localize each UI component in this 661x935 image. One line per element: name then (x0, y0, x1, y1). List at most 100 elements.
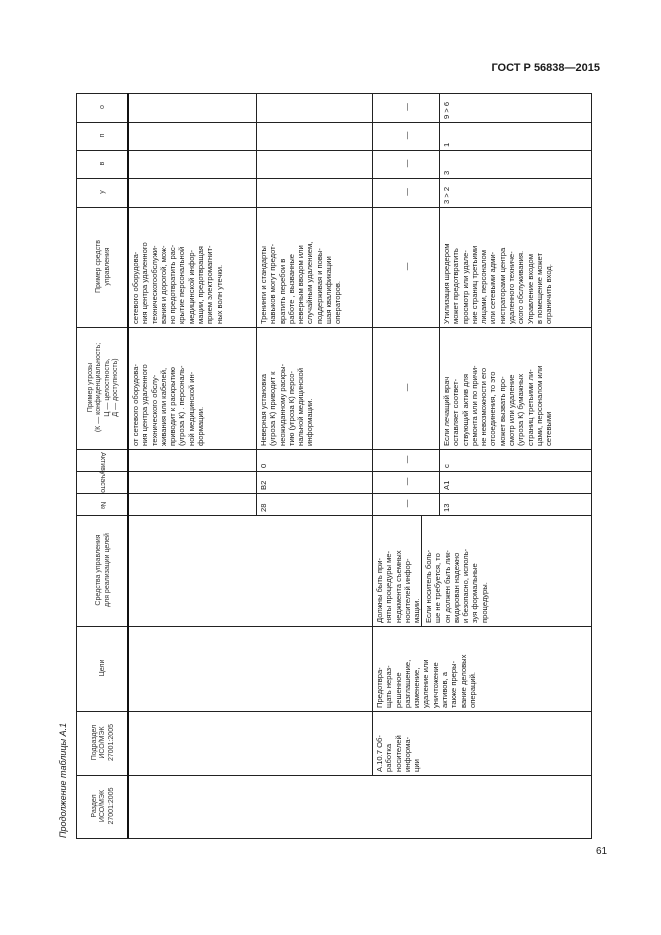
table-row-4-u: 3 > 2 (439, 178, 592, 208)
table-row-1-primer_sredstv-text: сетевого оборудова- ния центра удаленног… (131, 242, 224, 324)
table-row-2-uchastok: B2 (256, 471, 373, 494)
table-row-1-uchastok-text (129, 472, 256, 493)
cell-podrazdel-a-text (129, 712, 372, 775)
table-row-2-v (256, 150, 373, 179)
table-row-3-ugroza-text: — (402, 383, 412, 392)
table-row-2-v-text (257, 151, 372, 178)
table-row-1-primer_sredstv: сетевого оборудова- ния центра удаленног… (128, 207, 257, 328)
table-row-3-o-text: — (402, 103, 412, 111)
table-row-2-u (256, 178, 373, 208)
table-row-3-u: — (372, 178, 440, 208)
table-row-3-v: — (372, 150, 440, 179)
table-row-3-p-text: — (402, 131, 412, 140)
table-row-1-aktiv (128, 449, 257, 472)
table-row-3-aktiv: — (372, 449, 440, 472)
cell-razdel (128, 775, 592, 839)
header-o-text: о (99, 105, 107, 109)
cell-sredstva-b1: Должны быть при- няты процедуры ме- недж… (372, 515, 422, 627)
header-o: о (76, 93, 129, 123)
header-podrazdel-text: Подраздел ИСО/МЭК 27001:2005 (90, 724, 115, 761)
table-row-2-primer_sredstv: Тренинги и стандарты навыков могут предо… (256, 207, 373, 328)
table-row-3-uchastok-text: — (402, 477, 412, 486)
table-row-2-aktiv-text: 0 (259, 463, 268, 468)
table-row-4-aktiv-text: c (442, 464, 451, 468)
table-row-1-p (128, 122, 257, 151)
header-uchastok-text: участок (98, 472, 106, 494)
table-row-1-v (128, 150, 257, 179)
header-num-text: № (98, 501, 106, 510)
table-row-4-aktiv: c (439, 449, 592, 472)
table-caption: Продолжение таблицы А.1 (58, 722, 68, 838)
header-razdel: Раздел ИСО/МЭК 27001:2005 (76, 775, 129, 839)
header-sredstva-text: Средства управления для реализации целей (95, 533, 111, 607)
header-divider (127, 93, 129, 838)
table-row-2-ugroza-text: Неверная установка (угроза К) приводит к… (259, 363, 315, 446)
header-sredstva: Средства управления для реализации целей (76, 515, 129, 627)
table-row-2-num-text: 28 (259, 503, 268, 512)
header-primer_sredstv: Пример средств управления (76, 207, 129, 328)
table-row-4-o: 9 > 6 (439, 93, 592, 123)
header-u-text: у (99, 190, 107, 194)
table-row-4-u-text: 3 > 2 (442, 186, 451, 204)
table-row-2-p-text (257, 123, 372, 150)
table-row-1-u (128, 178, 257, 208)
table-row-1-num (128, 493, 257, 516)
table-row-2-primer_sredstv-text: Тренинги и стандарты навыков могут предо… (259, 241, 343, 324)
table-row-2-aktiv: 0 (256, 449, 373, 472)
table-row-1-ugroza-text: от сетевого оборудова- ния центра удален… (131, 364, 206, 446)
cell-podrazdel-a (128, 711, 373, 776)
table-row-2-o-text (257, 94, 372, 122)
header-uchastok: участок (76, 471, 129, 494)
table-row-1-aktiv-text (129, 450, 256, 471)
cell-sredstva-b2-text: Если носитель боль- ше не требуется, то … (424, 548, 489, 623)
header-celi-text: Цели (99, 659, 107, 677)
header-podrazdel: Подраздел ИСО/МЭК 27001:2005 (76, 711, 129, 776)
table-row-3-u-text: — (402, 188, 412, 196)
header-u: у (76, 178, 129, 208)
cell-sredstva-b1-text: Должны быть при- няты процедуры ме- недж… (375, 550, 422, 623)
table-row-4-v-text: 3 (442, 170, 451, 175)
header-v-text: в (99, 161, 107, 166)
header-aktiv-text: Актив (98, 452, 106, 471)
table-row-1-p-text (129, 123, 256, 150)
cell-celi-a (128, 626, 373, 712)
table-row-3-num: — (372, 493, 440, 516)
cell-razdel-text (129, 776, 591, 838)
header-razdel-text: Раздел ИСО/МЭК 27001:2005 (90, 787, 115, 825)
table-row-3-num-text: — (402, 499, 412, 508)
table-row-3-uchastok: — (372, 471, 440, 494)
cell-celi-b: Предотвра- щать нераз- решенное разглаше… (372, 626, 592, 712)
header-celi: Цели (76, 626, 129, 712)
header-ugroza: Пример угрозы (К — конфиденциальность; Ц… (76, 327, 129, 450)
table-row-1-v-text (129, 151, 256, 178)
cell-sredstva-a-text (129, 516, 372, 626)
table-row-3-ugroza: — (372, 327, 440, 450)
header-ugroza-text: Пример угрозы (К — конфиденциальность; Ц… (86, 342, 120, 433)
table-row-4-ugroza: Если лечащий врач оставляет соответ- ств… (439, 327, 592, 450)
table-row-1-ugroza: от сетевого оборудова- ния центра удален… (128, 327, 257, 450)
table-row-2-o (256, 93, 373, 123)
table-row-2-p (256, 122, 373, 151)
page-number: 61 (596, 846, 608, 857)
table-row-1-o (128, 93, 257, 123)
table-row-4-primer_sredstv-text: Утилизация шредером может предотвратить … (442, 243, 554, 324)
table-row-4-p: 1 (439, 122, 592, 151)
table-row-3-p: — (372, 122, 440, 151)
cell-podrazdel-b: А.10.7 Об- работка носителей информа- ци… (372, 711, 592, 776)
header-v: в (76, 150, 129, 179)
table-row-4-num: 13 (439, 493, 592, 516)
table-row-4-primer_sredstv: Утилизация шредером может предотвратить … (439, 207, 592, 328)
table-row-2-num: 28 (256, 493, 373, 516)
table-row-4-p-text: 1 (442, 142, 451, 147)
table-row-4-uchastok-text: A1 (442, 480, 451, 490)
table-row-3-primer_sredstv-text: — (402, 262, 412, 271)
table-row-1-u-text (129, 179, 256, 207)
table-row-3-o: — (372, 93, 440, 123)
table-row-3-v-text: — (402, 159, 412, 168)
header-p: п (76, 122, 129, 151)
table-row-4-v: 3 (439, 150, 592, 179)
table-row-1-num-text (129, 494, 256, 515)
cell-sredstva-a (128, 515, 373, 627)
header-primer_sredstv-text: Пример средств управления (95, 239, 111, 294)
table-row-3-primer_sredstv: — (372, 207, 440, 328)
